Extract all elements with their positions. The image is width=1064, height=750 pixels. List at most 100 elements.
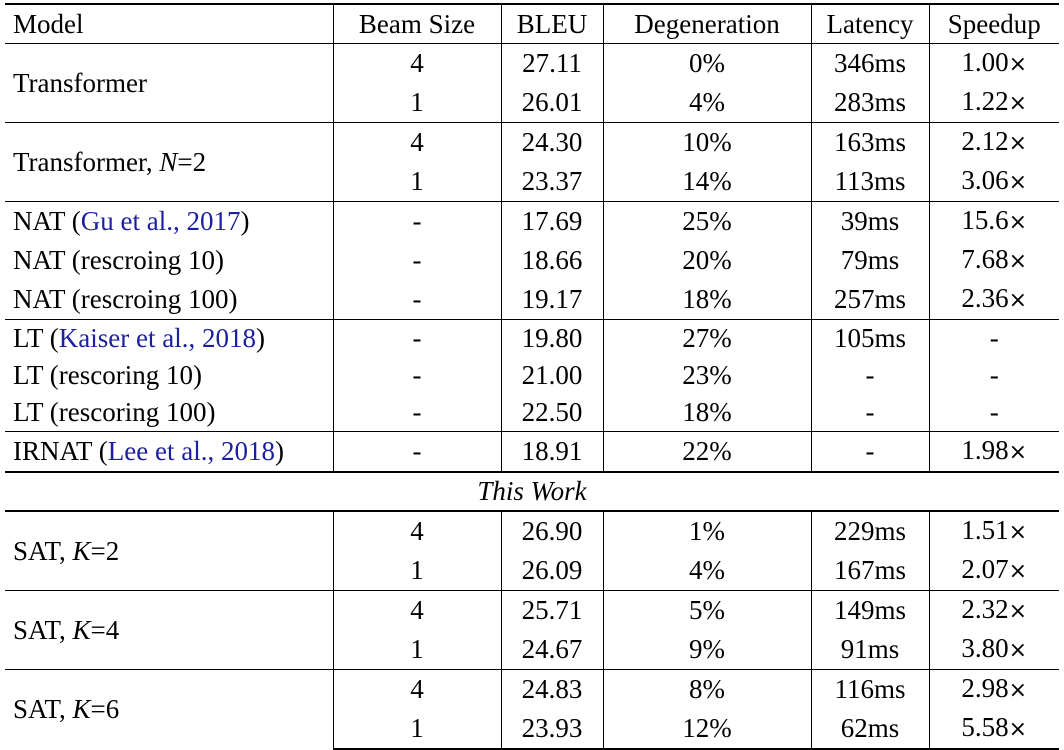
citation-link[interactable]: Kaiser et al., 2018: [58, 323, 256, 353]
speedup-value: 15.6: [961, 205, 1009, 235]
cell-degeneration: 14%: [602, 162, 811, 202]
section-row: This Work: [5, 471, 1059, 511]
cell-beam-size: -: [332, 280, 501, 320]
model-suffix: =2: [90, 535, 120, 566]
model-name: SAT,: [13, 614, 73, 645]
cell-degeneration: 1%: [602, 510, 811, 551]
cell-beam-size: 1: [332, 630, 501, 670]
header-speedup: Speedup: [928, 3, 1059, 44]
model-variable: N: [159, 146, 178, 177]
cell-degeneration: 9%: [602, 630, 811, 670]
section-label: This Work: [5, 471, 1059, 511]
speedup-value: 1.00: [961, 47, 1009, 77]
times-symbol: ×: [1008, 717, 1028, 742]
cell-speedup: 2.36×: [928, 280, 1059, 320]
cell-bleu: 19.80: [500, 319, 603, 357]
cell-latency: 116ms: [810, 669, 929, 709]
header-bleu: BLEU: [500, 3, 603, 44]
times-symbol: ×: [1008, 170, 1028, 195]
cell-beam-size: -: [332, 241, 501, 280]
table-row: NAT (Gu et al., 2017) -17.69 25% 39ms 15.6×: [5, 201, 1059, 241]
citation-link[interactable]: Gu et al., 2017: [80, 206, 241, 236]
cell-speedup: -: [928, 394, 1059, 432]
cell-beam-size: -: [332, 357, 501, 394]
cell-bleu: 27.11: [500, 43, 603, 83]
cell-speedup: 5.58×: [928, 709, 1059, 750]
cell-speedup: -: [928, 357, 1059, 394]
times-symbol: ×: [1008, 599, 1028, 624]
cell-bleu: 18.66: [500, 241, 603, 280]
model-name: LT (: [13, 323, 59, 353]
model-suffix: =4: [90, 614, 120, 645]
cell-latency: 283ms: [810, 83, 929, 123]
cell-degeneration: 0%: [602, 43, 811, 83]
header-degeneration: Degeneration: [602, 3, 811, 44]
cell-beam-size: 1: [332, 709, 501, 750]
cell-latency: 113ms: [810, 162, 929, 202]
cell-beam-size: 4: [332, 43, 501, 83]
cell-model: Transformer: [5, 43, 333, 123]
citation-link[interactable]: Lee et al., 2018: [107, 436, 275, 466]
cell-beam-size: -: [332, 319, 501, 357]
cell-latency: 62ms: [810, 709, 929, 750]
model-name: NAT (: [13, 206, 81, 236]
cell-speedup: 1.00×: [928, 43, 1059, 83]
times-symbol: ×: [1008, 440, 1028, 465]
table-row: 1 26.01 4% 283ms 1.22×: [5, 83, 1059, 123]
model-suffix: =6: [90, 694, 120, 724]
cell-bleu: 19.17: [500, 280, 603, 320]
model-name: Transformer: [13, 67, 147, 98]
cell-latency: -: [810, 431, 929, 472]
cell-bleu: 25.71: [500, 590, 603, 630]
cell-latency: 39ms: [810, 201, 929, 241]
cell-model: SAT, K=2: [5, 510, 333, 591]
speedup-value: 2.12: [961, 126, 1009, 156]
cell-model: NAT (Gu et al., 2017): [5, 201, 333, 241]
cell-beam-size: -: [332, 394, 501, 432]
cell-degeneration: 8%: [602, 669, 811, 709]
cell-model: NAT (rescroing 10): [5, 241, 333, 280]
cell-bleu: 23.37: [500, 162, 603, 202]
speedup-value: 3.80: [961, 633, 1009, 663]
speedup-value: 2.36: [961, 283, 1009, 313]
model-variable: K: [72, 535, 91, 566]
header-model: Model: [5, 3, 333, 44]
times-symbol: ×: [1008, 678, 1028, 703]
cell-degeneration: 22%: [602, 431, 811, 472]
cell-beam-size: 4: [332, 590, 501, 630]
times-symbol: ×: [1008, 249, 1028, 274]
cell-degeneration: 5%: [602, 590, 811, 630]
cell-bleu: 26.01: [500, 83, 603, 123]
speedup-value: 1.51: [961, 515, 1009, 545]
table-row: NAT (rescroing 10) -18.66 20% 79ms 7.68×: [5, 241, 1059, 280]
speedup-value: 3.06: [961, 165, 1009, 195]
cell-degeneration: 10%: [602, 122, 811, 162]
table-row: 1 26.09 4% 167ms 2.07×: [5, 551, 1059, 591]
model-variable: K: [72, 614, 91, 645]
model-name: IRNAT (: [13, 436, 108, 466]
cell-model: NAT (rescroing 100): [5, 280, 333, 320]
cell-latency: 91ms: [810, 630, 929, 670]
times-symbol: ×: [1008, 91, 1028, 116]
model-variable: K: [72, 694, 91, 724]
cell-bleu: 17.69: [500, 201, 603, 241]
cell-latency: 163ms: [810, 122, 929, 162]
cell-speedup: 1.98×: [928, 431, 1059, 472]
cell-latency: 149ms: [810, 590, 929, 630]
speedup-value: 2.07: [961, 554, 1009, 584]
speedup-value: -: [989, 360, 999, 390]
cell-speedup: 1.22×: [928, 83, 1059, 123]
speedup-value: 1.98: [961, 435, 1009, 465]
cell-speedup: 1.51×: [928, 510, 1059, 551]
cell-bleu: 24.67: [500, 630, 603, 670]
speedup-value: 2.32: [961, 594, 1009, 624]
cell-beam-size: -: [332, 201, 501, 241]
model-name: NAT (rescroing 10): [13, 245, 224, 275]
model-name: NAT (rescroing 100): [13, 284, 238, 314]
times-symbol: ×: [1008, 131, 1028, 156]
times-symbol: ×: [1008, 52, 1028, 77]
cell-degeneration: 18%: [602, 394, 811, 432]
model-name-tail: ): [274, 436, 284, 466]
model-name: SAT,: [13, 694, 73, 724]
cell-model: LT (Kaiser et al., 2018): [5, 319, 333, 357]
